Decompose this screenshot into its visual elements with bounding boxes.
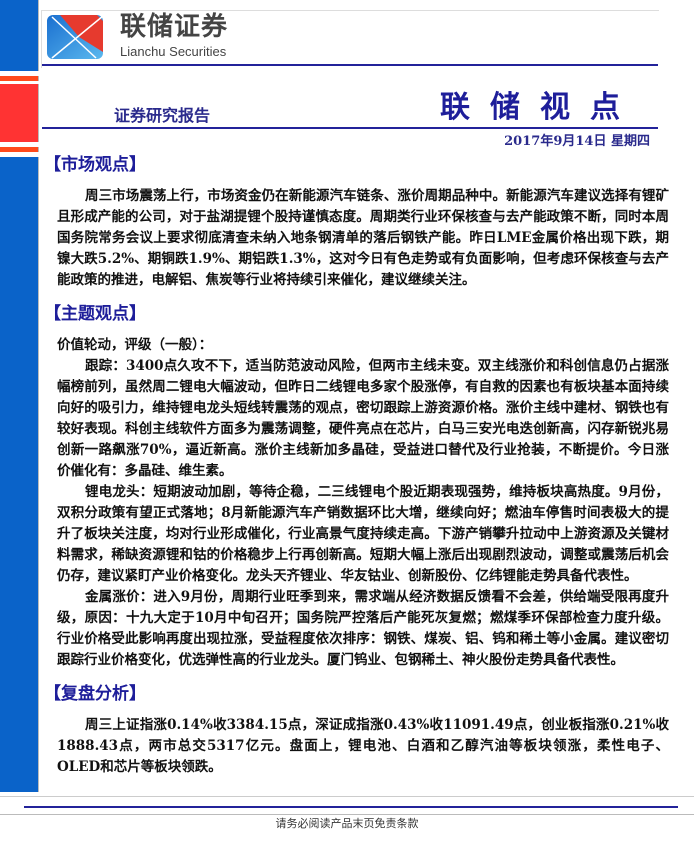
footer-divider xyxy=(0,796,694,797)
review-paragraph: 周三上证指涨0.14%收3384.15点，深证成指涨0.43%收11091.49… xyxy=(57,717,669,775)
header-box xyxy=(41,10,659,68)
lianchu-logo-icon xyxy=(47,15,104,59)
brand-name-en: Lianchu Securities xyxy=(120,44,227,59)
side-bar-blue-top xyxy=(0,0,39,71)
page-footer: 请务必阅读产品末页免责条款 xyxy=(0,796,694,839)
footer-disclaimer: 请务必阅读产品末页免责条款 xyxy=(275,817,419,830)
header-divider xyxy=(42,64,658,66)
section-heading-theme: 【主题观点】 xyxy=(44,304,146,324)
theme-intro: 价值轮动，评级（一般）： xyxy=(57,337,213,353)
review-paragraph-block: 周三上证指涨0.14%收3384.15点，深证成指涨0.43%收11091.49… xyxy=(57,715,669,778)
brand-name-cn: 联储证券 xyxy=(120,12,229,42)
title-divider xyxy=(42,127,658,129)
theme-paragraph-tracking: 跟踪：3400点久攻不下，适当防范波动风险，但两市主线未变。双主线涨价和科创信息… xyxy=(57,358,669,479)
report-body: 【市场观点】 周三市场震荡上行，市场资金仍在新能源汽车链条、涨价周期品种中。新能… xyxy=(44,155,669,778)
report-type: 证券研究报告 xyxy=(114,106,211,125)
section-heading-market: 【市场观点】 xyxy=(44,155,146,175)
theme-paragraph-lithium: 锂电龙头：短期波动加剧，等待企稳，二三线锂电个股近期表现强势，维持板块高热度。9… xyxy=(57,484,669,584)
side-bar-orange xyxy=(0,147,39,152)
theme-paragraph-metals: 金属涨价：进入9月份，周期行业旺季到来，需求端从经济数据反馈看不会差，供给端受限… xyxy=(57,589,669,668)
footer-divider-blue xyxy=(24,806,678,808)
side-bar-blue-bottom xyxy=(0,157,39,792)
footer-divider xyxy=(0,814,694,815)
market-paragraph-block: 周三市场震荡上行，市场资金仍在新能源汽车链条、涨价周期品种中。新能源汽车建议选择… xyxy=(57,186,669,291)
theme-paragraph-block: 价值轮动，评级（一般）： 跟踪：3400点久攻不下，适当防范波动风险，但两市主线… xyxy=(57,335,669,671)
section-heading-review: 【复盘分析】 xyxy=(44,684,146,704)
page-title: 联储视点 xyxy=(440,90,640,125)
side-bar-red xyxy=(0,84,39,142)
report-date: 2017年9月14日 星期四 xyxy=(504,134,650,149)
market-paragraph: 周三市场震荡上行，市场资金仍在新能源汽车链条、涨价周期品种中。新能源汽车建议选择… xyxy=(57,188,669,288)
side-bar-orange xyxy=(0,76,39,81)
